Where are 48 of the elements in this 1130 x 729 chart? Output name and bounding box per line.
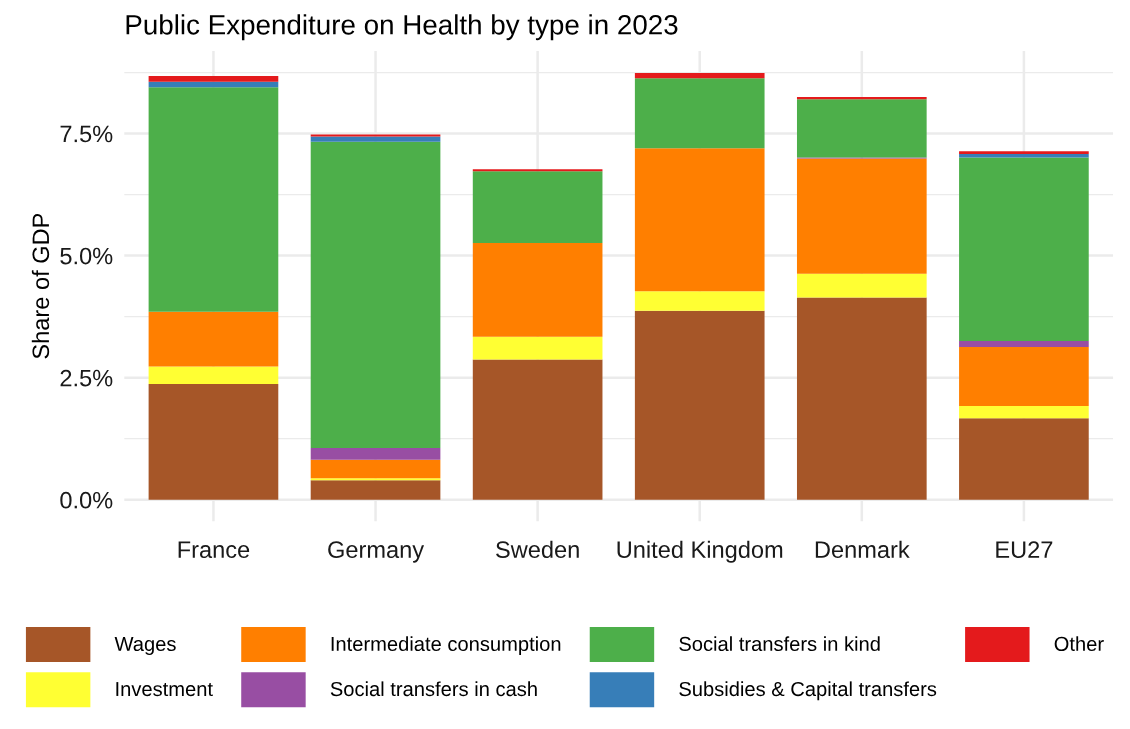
- bar: [148, 311, 279, 367]
- bar: [634, 291, 765, 311]
- bar: [310, 459, 441, 479]
- bar: [796, 99, 927, 158]
- bar: [634, 73, 765, 79]
- bar: [634, 78, 765, 149]
- bar: [148, 366, 279, 385]
- legend-label: Social transfers in kind: [679, 636, 880, 652]
- y-tick-label: 0.0%: [60, 491, 113, 509]
- bar: [634, 310, 765, 500]
- bar: [472, 242, 603, 337]
- y-tick-label: 2.5%: [60, 369, 113, 387]
- bar: [148, 87, 279, 312]
- legend-label: Investment: [116, 682, 213, 697]
- x-tick-label: United Kingdom: [617, 540, 783, 563]
- bar: [472, 171, 603, 243]
- bar: [148, 75, 279, 82]
- legend-label: Intermediate consumption: [331, 636, 561, 656]
- bar: [959, 406, 1089, 419]
- bar: [472, 336, 603, 360]
- legend-label: Wages: [114, 636, 176, 656]
- bar: [959, 418, 1089, 500]
- legend-label: Other: [1054, 636, 1104, 652]
- bar: [310, 480, 441, 500]
- bar: [634, 148, 765, 292]
- x-tick-label: Germany: [328, 541, 425, 563]
- chart-title: Public Expenditure on Health by type in 2023: [126, 14, 678, 41]
- y-tick-label: 5.0%: [60, 247, 113, 265]
- bar: [148, 384, 279, 500]
- bar: [959, 157, 1089, 342]
- legend-label: Social transfers in cash: [330, 681, 537, 697]
- bar: [310, 447, 441, 460]
- bar: [472, 359, 603, 500]
- bar: [959, 341, 1089, 347]
- x-tick-label: EU27: [996, 541, 1053, 559]
- bar: [310, 141, 441, 448]
- legend-label: Subsidies & Capital transfers: [679, 681, 937, 701]
- y-axis-title: Share of GDP: [31, 213, 50, 359]
- x-tick-label: Sweden: [496, 540, 579, 559]
- bar: [310, 136, 441, 142]
- bar: [796, 158, 927, 274]
- bar: [796, 273, 927, 298]
- bar: [796, 297, 927, 500]
- x-tick-label: Denmark: [815, 540, 910, 559]
- bar: [959, 346, 1089, 406]
- x-tick-label: France: [178, 541, 250, 559]
- y-tick-label: 7.5%: [60, 125, 113, 143]
- bar: [148, 81, 279, 88]
